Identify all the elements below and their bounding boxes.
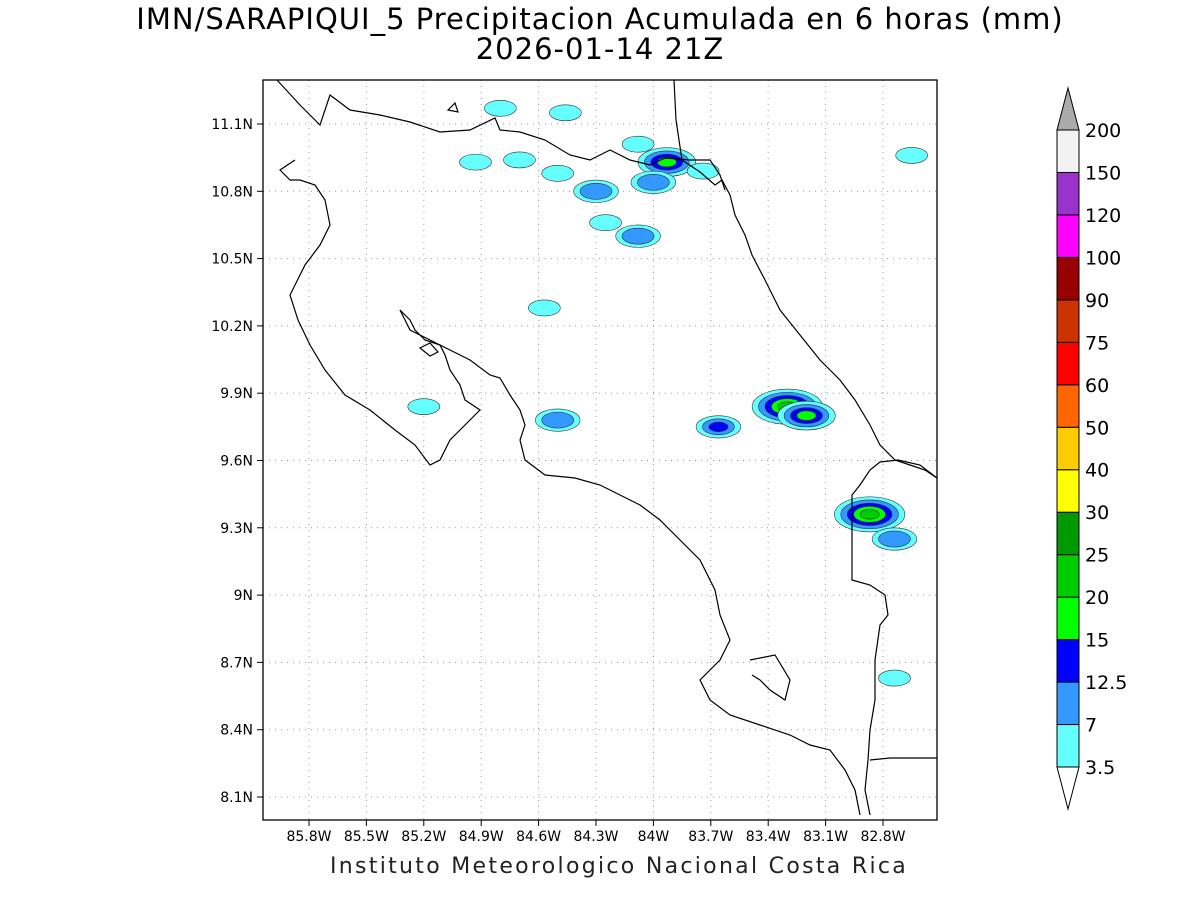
tick-label-lon: 82.8W xyxy=(860,829,905,845)
colorbar-label: 50 xyxy=(1085,417,1109,439)
coast-southeast xyxy=(869,757,937,761)
precip-contour xyxy=(579,183,613,200)
tick-label-lat: 9N xyxy=(234,588,253,604)
tick-label-lat: 9.9N xyxy=(220,386,253,402)
map-subtitle-datetime: 2026-01-14 21Z xyxy=(475,32,725,66)
colorbar-label: 90 xyxy=(1085,290,1109,312)
coast-pacific-north xyxy=(279,159,481,466)
tick-label-lon: 84W xyxy=(638,829,670,845)
colorbar-label: 60 xyxy=(1085,375,1109,397)
precip-contour xyxy=(541,411,575,429)
tick-label-lon: 85.5W xyxy=(344,829,389,845)
colorbar-swatch xyxy=(1056,171,1080,216)
island-chira xyxy=(418,342,439,357)
precipitation-contours xyxy=(407,99,929,687)
tick-label-lon: 85.8W xyxy=(286,829,331,845)
colorbar-label: 7 xyxy=(1085,715,1097,737)
colorbar-swatch xyxy=(1056,214,1080,258)
colorbar-swatch xyxy=(1056,426,1080,471)
colorbar-legend: 3.5 7 12.5 15 20 25 30 40 50 60 75 90 100 120 150 200 xyxy=(1056,86,1127,811)
precip-contour xyxy=(484,99,517,117)
colorbar-upper-arrow xyxy=(1056,86,1080,131)
tick-label-lat: 10.5N xyxy=(211,252,253,268)
colorbar-label: 20 xyxy=(1085,587,1109,609)
tick-label-lat: 9.6N xyxy=(220,454,253,470)
colorbar-swatch xyxy=(1056,256,1080,301)
precip-contour xyxy=(637,174,670,191)
tick-label-lon: 84.6W xyxy=(516,829,561,845)
map-title: IMN/SARAPIQUI_5 Precipitacion Acumulada … xyxy=(136,2,1064,36)
colorbar-swatch xyxy=(1056,724,1080,768)
precip-contour xyxy=(589,214,622,232)
tick-label-lon: 85.2W xyxy=(401,829,446,845)
tick-label-lon: 83.1W xyxy=(803,829,848,845)
tick-label-lat: 10.8N xyxy=(211,184,253,200)
border-nicaragua xyxy=(276,79,726,191)
precip-contour xyxy=(621,227,655,245)
precip-contour xyxy=(459,153,492,171)
colorbar-swatch xyxy=(1056,596,1080,641)
precip-contour xyxy=(407,398,441,415)
tick-label-lon: 83.7W xyxy=(688,829,733,845)
precip-contour xyxy=(503,151,536,169)
tick-label-lon: 84.3W xyxy=(573,829,618,845)
colorbar-swatch xyxy=(1056,469,1080,513)
precip-contour xyxy=(878,669,911,687)
precip-contour xyxy=(549,104,582,122)
precip-contour xyxy=(528,299,561,317)
coast-caribbean xyxy=(673,79,938,479)
coastline-borders xyxy=(276,79,938,816)
tick-label-lat: 9.3N xyxy=(220,521,253,537)
precip-contour xyxy=(708,421,729,432)
colorbar-swatch xyxy=(1056,511,1080,556)
precip-contour xyxy=(878,530,911,548)
colorbar-label: 100 xyxy=(1085,247,1121,269)
colorbar-label: 30 xyxy=(1085,502,1109,524)
border-panama xyxy=(851,459,938,816)
tick-label-lat: 11.1N xyxy=(211,117,253,133)
colorbar-label: 200 xyxy=(1085,120,1121,142)
tick-label-lat: 8.7N xyxy=(220,655,253,671)
tick-label-lon: 83.4W xyxy=(746,829,791,845)
colorbar-swatch xyxy=(1056,384,1080,428)
precip-contour xyxy=(796,410,817,421)
precip-contour xyxy=(686,162,720,180)
precip-contour xyxy=(621,135,655,153)
island-nicaragua-lake xyxy=(446,101,459,113)
colorbar-label: 75 xyxy=(1085,332,1109,354)
precip-contour xyxy=(895,147,929,164)
colorbar-swatch xyxy=(1056,639,1080,683)
colorbar-label: 12.5 xyxy=(1085,672,1127,694)
axis-ticks: 85.8W 85.5W 85.2W 84.9W 84.6W 84.3W 84W 83.7W 83… xyxy=(211,117,905,845)
colorbar-label: 25 xyxy=(1085,545,1109,567)
tick-label-lat: 8.4N xyxy=(220,723,253,739)
colorbar-lower-arrow xyxy=(1056,766,1080,811)
colorbar-swatch xyxy=(1056,554,1080,598)
footer-credit: Instituto Meteorologico Nacional Costa R… xyxy=(330,854,909,879)
colorbar-swatch xyxy=(1056,299,1080,343)
precip-contour xyxy=(541,165,575,182)
coast-osa xyxy=(749,654,791,701)
colorbar-label: 3.5 xyxy=(1085,757,1115,779)
map-frame xyxy=(262,79,938,821)
colorbar-label: 150 xyxy=(1085,162,1121,184)
colorbar-swatch xyxy=(1056,129,1080,173)
colorbar-label: 15 xyxy=(1085,630,1109,652)
tick-label-lat: 10.2N xyxy=(211,319,253,335)
colorbar-label: 120 xyxy=(1085,205,1121,227)
colorbar-swatch xyxy=(1056,681,1080,726)
colorbar-label: 40 xyxy=(1085,460,1109,482)
precip-contour xyxy=(859,509,880,520)
tick-label-lat: 8.1N xyxy=(220,790,253,806)
tick-label-lon: 84.9W xyxy=(459,829,504,845)
colorbar-swatch xyxy=(1056,341,1080,386)
coast-pacific-central xyxy=(399,309,861,816)
